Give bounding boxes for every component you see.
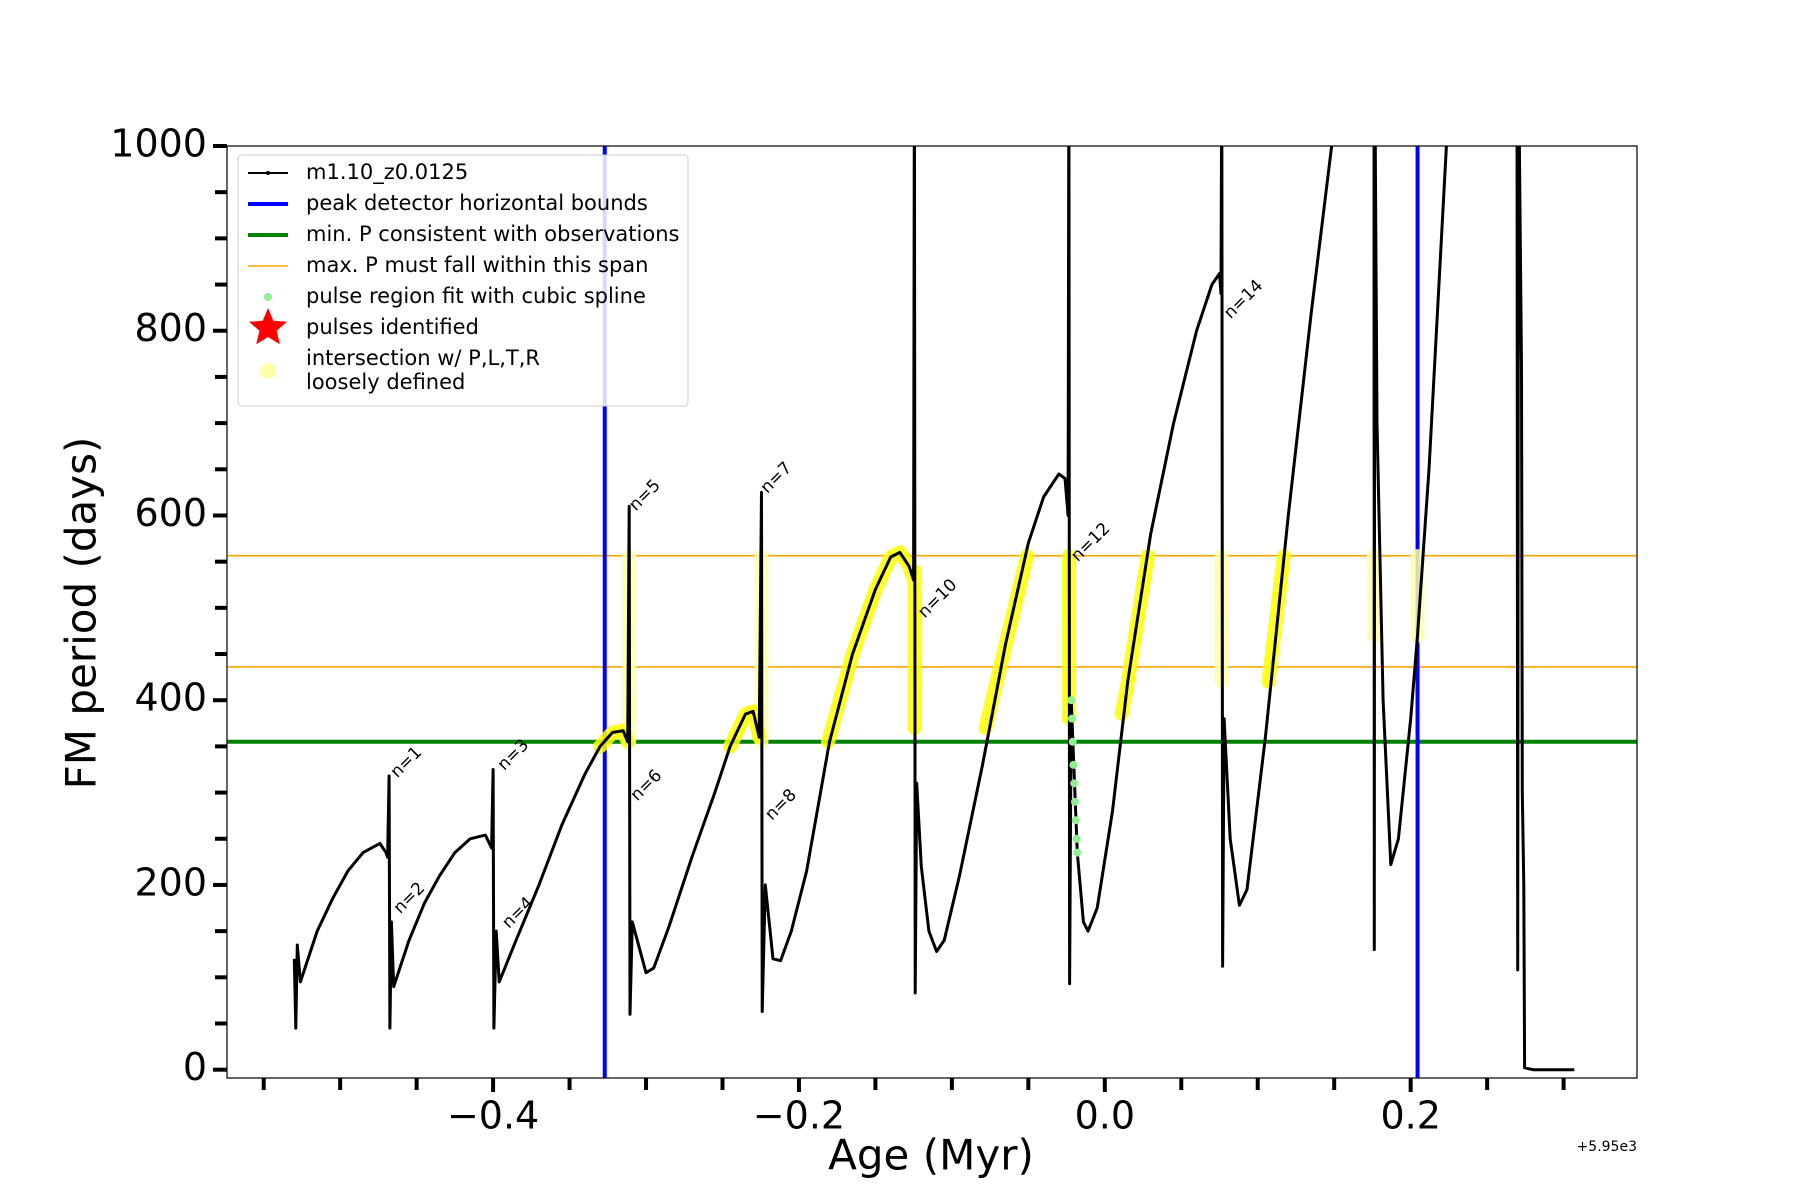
y-tick-label: 800 xyxy=(134,306,207,350)
scatter-point xyxy=(1067,696,1076,705)
legend-handle xyxy=(264,293,272,301)
legend-label: min. P consistent with observations xyxy=(306,222,679,246)
scatter-point xyxy=(1070,779,1079,788)
y-tick-label: 400 xyxy=(134,676,207,720)
annotation: n=6 xyxy=(627,766,666,805)
legend-label: pulse region fit with cubic spline xyxy=(306,284,646,308)
annotation: n=8 xyxy=(761,785,800,824)
legend-handle xyxy=(266,171,270,175)
scatter-point xyxy=(1071,816,1080,825)
x-tick-label: 0.0 xyxy=(1075,1094,1135,1138)
x-axis-label: Age (Myr) xyxy=(828,1131,1034,1180)
annotation: n=1 xyxy=(387,743,426,782)
y-axis-label: FM period (days) xyxy=(57,437,106,790)
legend-label: max. P must fall within this span xyxy=(306,253,648,277)
scatter-point xyxy=(1073,848,1082,857)
legend-label: peak detector horizontal bounds xyxy=(306,191,648,215)
plot-frame xyxy=(226,145,1638,1079)
data-line xyxy=(292,146,1575,1072)
axes: −0.4 −0.2 0.0 0.2 0 200 400 600 800 1000 xyxy=(110,122,1566,1138)
scatter-point xyxy=(1067,714,1076,723)
scatter-point xyxy=(1072,834,1081,843)
y-tick-label: 200 xyxy=(134,860,207,904)
legend-label: intersection w/ P,L,T,R loosely defined xyxy=(306,346,540,394)
x-tick-label: 0.2 xyxy=(1380,1094,1440,1138)
x-offset-label: +5.95e3 xyxy=(1577,1139,1637,1155)
legend-handle xyxy=(260,363,276,379)
legend-label: m1.10_z0.0125 xyxy=(306,160,468,185)
x-tick-label: −0.4 xyxy=(447,1094,539,1138)
y-tick-label: 0 xyxy=(183,1045,207,1089)
annotation: n=2 xyxy=(390,878,429,917)
annotation: n=14 xyxy=(1220,276,1267,323)
legend-box xyxy=(237,154,689,407)
x-tick-label: −0.2 xyxy=(753,1094,845,1138)
scatter-point xyxy=(1068,737,1077,746)
annotation: n=5 xyxy=(625,476,664,515)
legend-handle xyxy=(249,308,287,345)
scatter-point xyxy=(1069,760,1078,769)
scatter-point xyxy=(1070,797,1079,806)
y-tick-label: 1000 xyxy=(110,122,207,166)
plot-area xyxy=(227,146,1637,1078)
annotation: n=12 xyxy=(1067,519,1114,566)
y-tick-label: 600 xyxy=(134,491,207,535)
legend-label: pulses identified xyxy=(306,315,479,339)
